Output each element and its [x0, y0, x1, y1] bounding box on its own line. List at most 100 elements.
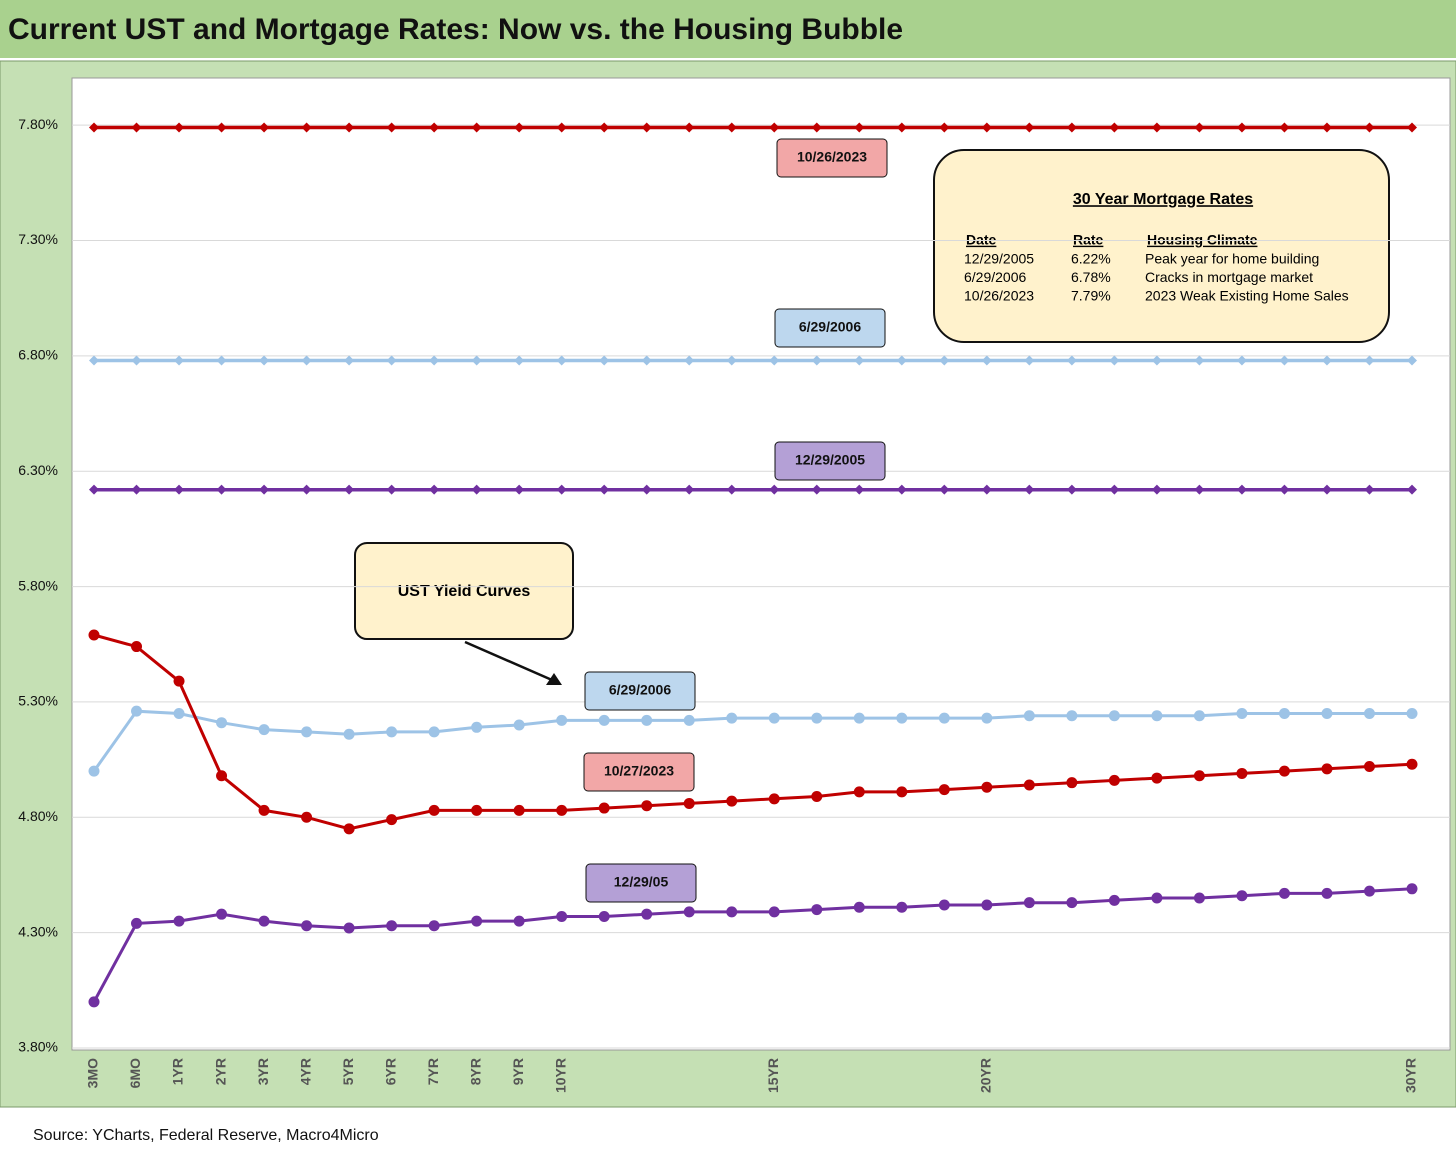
x-tick-label: 7YR: [425, 1058, 441, 1085]
mortgage-box-cell: Cracks in mortgage market: [1145, 269, 1313, 285]
point: [131, 705, 143, 717]
point: [1193, 710, 1205, 722]
point: [344, 122, 355, 133]
y-tick-label: 6.30%: [18, 462, 58, 478]
point: [896, 786, 908, 798]
point: [1321, 122, 1332, 133]
point: [386, 122, 397, 133]
point: [683, 714, 695, 726]
point: [768, 712, 780, 724]
series-label-box: [585, 863, 697, 903]
point: [1406, 758, 1418, 770]
point: [1151, 772, 1163, 784]
point: [301, 920, 313, 932]
mortgage-box-title: 30 Year Mortgage Rates: [1073, 191, 1253, 208]
point: [131, 355, 142, 366]
point: [811, 791, 823, 803]
point: [981, 781, 993, 793]
point: [514, 355, 525, 366]
source: Source: YCharts, Federal Reserve, Macro4…: [33, 1127, 379, 1144]
series-label-box: [774, 308, 886, 348]
point: [1109, 484, 1120, 495]
point: [131, 484, 142, 495]
point: [89, 355, 99, 366]
point: [1024, 484, 1035, 495]
point: [1194, 355, 1205, 366]
point: [386, 484, 397, 495]
point: [1321, 707, 1333, 719]
point: [258, 915, 270, 927]
point: [1364, 355, 1375, 366]
y-tick-label: 6.80%: [18, 347, 58, 363]
point: [726, 712, 738, 724]
point: [981, 712, 993, 724]
x-tick-label: 6YR: [382, 1058, 398, 1085]
point: [641, 800, 653, 812]
point: [174, 355, 185, 366]
x-tick-label: 2YR: [212, 1058, 228, 1085]
point: [259, 355, 270, 366]
point: [428, 920, 440, 932]
point: [599, 355, 610, 366]
mortgage-box-cell: 2023 Weak Existing Home Sales: [1145, 288, 1349, 304]
point: [174, 484, 185, 495]
point: [1363, 885, 1375, 897]
point: [854, 484, 865, 495]
point: [471, 355, 482, 366]
series-label-box: [774, 441, 886, 481]
point: [641, 908, 653, 920]
point: [641, 122, 652, 133]
point: [471, 122, 482, 133]
point: [1364, 122, 1375, 133]
y-tick-label: 7.80%: [18, 116, 58, 132]
point: [301, 355, 312, 366]
point: [344, 355, 355, 366]
point: [216, 908, 228, 920]
y-tick-label: 4.80%: [18, 808, 58, 824]
point: [1321, 763, 1333, 775]
point: [853, 901, 865, 913]
point: [514, 484, 525, 495]
series-label: 12/29/2005: [795, 452, 865, 468]
point: [471, 915, 483, 927]
point: [1151, 484, 1162, 495]
point: [1108, 894, 1120, 906]
point: [939, 484, 950, 495]
mortgage-box: 30 Year Mortgage Rates Date Rate Housing Cl…: [933, 149, 1390, 343]
point: [896, 901, 908, 913]
mortgage-box-cell: Peak year for home building: [1145, 251, 1319, 267]
point: [1363, 761, 1375, 773]
point: [938, 712, 950, 724]
point: [1193, 770, 1205, 782]
point: [513, 804, 525, 816]
point: [513, 915, 525, 927]
point: [981, 484, 992, 495]
point: [1151, 122, 1162, 133]
point: [683, 906, 695, 918]
series-label: 10/27/2023: [604, 763, 674, 779]
point: [1108, 710, 1120, 722]
point: [131, 122, 142, 133]
point: [1364, 484, 1375, 495]
point: [1236, 890, 1248, 902]
point: [1236, 355, 1247, 366]
point: [556, 804, 568, 816]
point: [726, 795, 738, 807]
arrow-head: [546, 673, 562, 685]
y-tick-label: 4.30%: [18, 923, 58, 939]
callout: UST Yield Curves: [398, 583, 531, 600]
point: [1278, 765, 1290, 777]
series-label: 10/26/2023: [797, 149, 867, 165]
point: [939, 122, 950, 133]
point: [1407, 122, 1417, 133]
title-band: [0, 0, 1456, 58]
point: [471, 804, 483, 816]
point: [471, 484, 482, 495]
point: [811, 484, 822, 495]
point: [174, 122, 185, 133]
mortgage-box-cell: 7.79%: [1071, 288, 1111, 304]
point: [301, 122, 312, 133]
point: [938, 784, 950, 796]
point: [131, 641, 143, 653]
point: [726, 906, 738, 918]
